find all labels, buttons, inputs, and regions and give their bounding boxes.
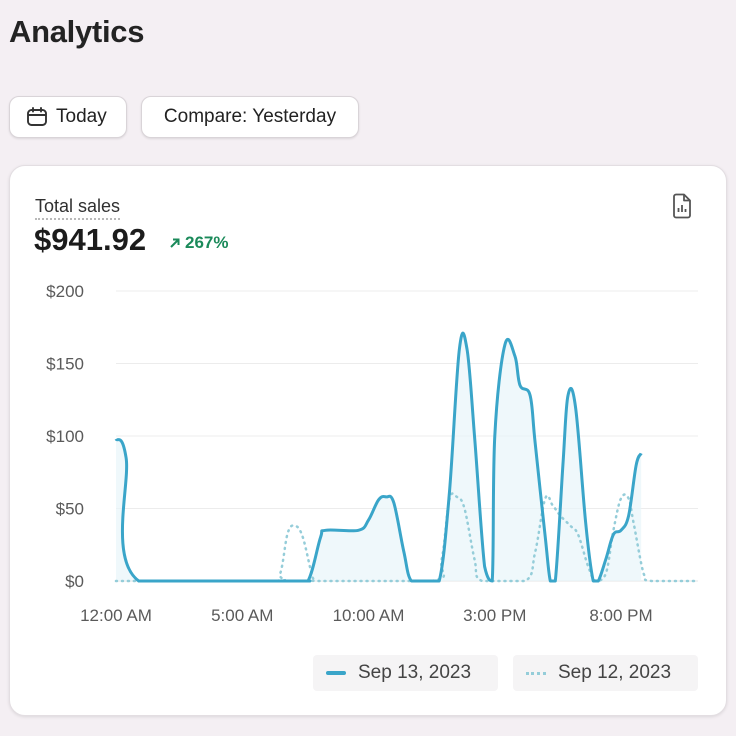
legend-swatch-solid (326, 671, 346, 675)
calendar-icon (27, 107, 47, 126)
series-line-sep-13 (114, 331, 643, 583)
change-value: 267% (185, 233, 229, 252)
legend-label: Sep 13, 2023 (358, 662, 472, 683)
series-line-sep-12 (114, 492, 699, 583)
compare-button[interactable]: Compare: Yesterday (141, 96, 359, 138)
compare-label: Compare: Yesterday (163, 106, 337, 127)
change-badge: 267% (169, 233, 228, 253)
arrow-up-right-icon (170, 238, 180, 248)
x-tick-label: 12:00 AM (80, 606, 152, 625)
legend-swatch-dotted (526, 671, 546, 675)
legend-item-sep-12[interactable]: Sep 12, 2023 (513, 655, 698, 691)
page-title: Analytics (9, 14, 145, 49)
export-report-icon[interactable] (671, 193, 693, 219)
y-tick-label: $200 (46, 282, 84, 301)
sales-line-chart: $200 $150 $100 $50 $0 12:00 AM 5:00 AM 10:00 A… (46, 282, 699, 625)
y-tick-label: $50 (56, 500, 84, 519)
total-sales-card: Total sales $941.92 267% $200 $150 $100 $50… (9, 165, 727, 716)
date-range-button[interactable]: Today (9, 96, 127, 138)
legend-item-sep-13[interactable]: Sep 13, 2023 (313, 655, 498, 691)
y-tick-label: $0 (65, 572, 84, 591)
metric-value: $941.92 (34, 222, 147, 257)
date-range-label: Today (56, 106, 107, 127)
x-tick-label: 8:00 PM (589, 606, 652, 625)
x-tick-label: 5:00 AM (211, 606, 273, 625)
legend-label: Sep 12, 2023 (558, 662, 672, 683)
series-area-sep-13 (116, 333, 642, 581)
metric-label[interactable]: Total sales (35, 196, 121, 220)
x-tick-label: 10:00 AM (333, 606, 405, 625)
x-tick-label: 3:00 PM (463, 606, 526, 625)
y-tick-label: $100 (46, 427, 84, 446)
y-tick-label: $150 (46, 355, 84, 374)
